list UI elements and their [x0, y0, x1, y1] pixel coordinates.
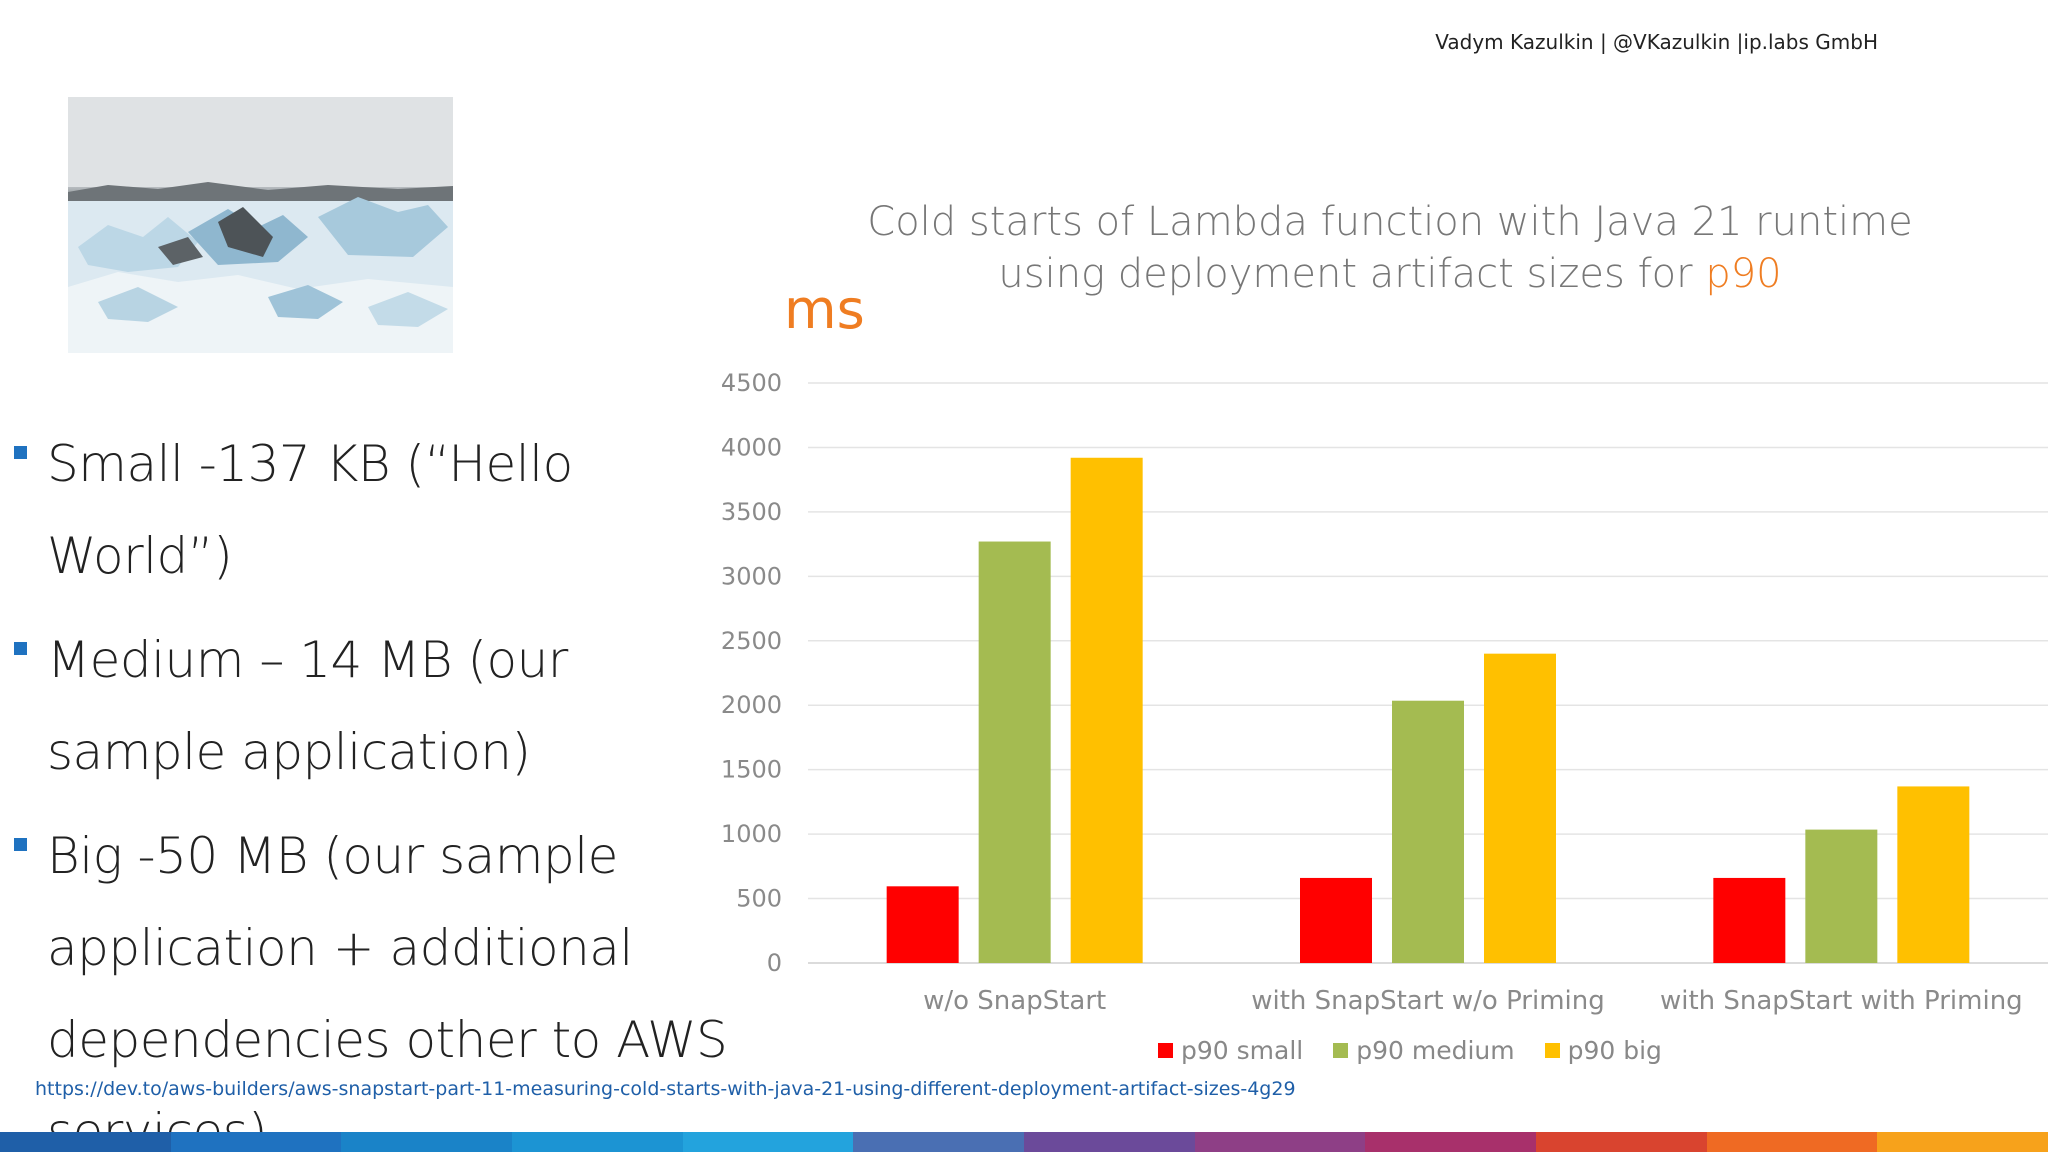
bullet-big: Big -50 MB (our sample application + add…: [14, 810, 734, 1152]
chart-title-highlight: p90: [1705, 251, 1782, 297]
legend-swatch: [1158, 1043, 1173, 1058]
chart-legend: p90 small p90 medium p90 big: [1158, 1036, 1662, 1065]
y-axis-unit-label: ms: [784, 278, 865, 341]
bar-p90-big: [1484, 653, 1556, 963]
y-tick-label: 1500: [721, 756, 782, 784]
legend-label: p90 small: [1181, 1036, 1304, 1065]
y-tick-label: 1000: [721, 820, 782, 848]
footer-color-segment: [1706, 1132, 1878, 1152]
bullet-square-icon: [14, 446, 27, 459]
footer-color-segment: [0, 1132, 171, 1152]
footer-color-bar: [0, 1132, 2048, 1152]
footer-color-segment: [853, 1132, 1025, 1152]
y-tick-label: 4000: [721, 433, 782, 461]
y-tick-label: 0: [767, 949, 782, 977]
iceberg-photo: [68, 97, 453, 353]
footer-color-segment: [1536, 1132, 1707, 1152]
y-tick-label: 3000: [721, 562, 782, 590]
source-link[interactable]: https://dev.to/aws-builders/aws-snapstar…: [35, 1078, 1296, 1100]
y-tick-label: 2000: [721, 691, 782, 719]
footer-color-segment: [1877, 1132, 2048, 1152]
bar-p90-big: [1897, 786, 1970, 963]
bar-p90-medium: [978, 541, 1051, 963]
bar-p90-medium: [1392, 700, 1464, 963]
footer-color-segment: [1024, 1132, 1195, 1152]
x-category-label: with SnapStart w/o Priming: [1251, 986, 1605, 1016]
footer-color-segment: [512, 1132, 683, 1152]
bullet-small: Small -137 KB (“Hello World”): [14, 418, 734, 602]
legend-item: p90 big: [1544, 1036, 1662, 1065]
chart-title-line-2-text: using deployment artifact sizes for: [998, 251, 1706, 297]
bar-p90-small: [886, 886, 959, 963]
footer-color-segment: [1365, 1132, 1537, 1152]
author-line: Vadym Kazulkin | @VKazulkin |ip.labs Gmb…: [1435, 30, 1878, 54]
bullet-square-icon: [14, 642, 27, 655]
legend-swatch: [1333, 1043, 1349, 1058]
bar-p90-small: [1713, 877, 1786, 963]
legend-swatch: [1544, 1043, 1560, 1058]
footer-color-segment: [170, 1132, 342, 1152]
legend-label: p90 medium: [1356, 1036, 1515, 1065]
bullet-square-icon: [14, 838, 27, 851]
footer-color-segment: [1194, 1132, 1366, 1152]
chart-title-line-1: Cold starts of Lambda function with Java…: [867, 199, 1913, 245]
bullet-text: Medium – 14 MB (our sample application): [47, 631, 568, 781]
artifact-size-list: Small -137 KB (“Hello World”) Medium – 1…: [14, 418, 734, 1152]
bar-p90-medium: [1805, 829, 1878, 963]
x-category-label: with SnapStart with Priming: [1660, 986, 2023, 1016]
footer-color-segment: [341, 1132, 513, 1152]
footer-color-segment: [682, 1132, 854, 1152]
y-tick-label: 2500: [721, 627, 782, 655]
bullet-medium: Medium – 14 MB (our sample application): [14, 614, 734, 798]
bar-p90-small: [1300, 877, 1372, 963]
legend-label: p90 big: [1567, 1036, 1662, 1065]
bar-p90-big: [1070, 457, 1143, 963]
legend-item: p90 small: [1158, 1036, 1303, 1065]
x-category-label: w/o SnapStart: [923, 986, 1106, 1016]
legend-item: p90 medium: [1333, 1036, 1515, 1065]
chart-title: Cold starts of Lambda function with Java…: [860, 196, 1920, 300]
y-tick-label: 3500: [721, 498, 782, 526]
bullet-text: Small -137 KB (“Hello World”): [47, 435, 573, 585]
y-tick-label: 4500: [721, 369, 782, 397]
bullet-text: Big -50 MB (our sample application + add…: [47, 827, 728, 1152]
y-tick-label: 500: [736, 885, 782, 913]
chart-title-line-2: using deployment artifact sizes for p90: [860, 248, 1920, 300]
